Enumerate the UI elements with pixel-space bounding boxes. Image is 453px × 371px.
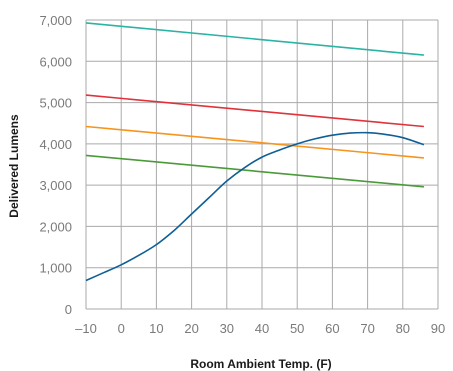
x-tick-label: 90 bbox=[431, 321, 445, 336]
x-tick-label: 80 bbox=[396, 321, 410, 336]
series-line-3 bbox=[85, 125, 424, 159]
x-axis-title: Room Ambient Temp. (F) bbox=[190, 357, 331, 371]
series-layer bbox=[85, 22, 425, 282]
x-tick-label: 30 bbox=[220, 321, 234, 336]
y-tick-label: 7,000 bbox=[39, 13, 72, 28]
x-tick-label: 10 bbox=[149, 321, 163, 336]
series-line-5 bbox=[85, 131, 425, 282]
y-axis-title: Delivered Lumens bbox=[7, 114, 21, 218]
x-tick-label: 60 bbox=[325, 321, 339, 336]
x-tick-label: –10 bbox=[75, 321, 97, 336]
y-axis-ticks: 0 1,000 2,000 3,000 4,000 5,000 6,000 7,000 bbox=[39, 13, 72, 317]
y-tick-label: 6,000 bbox=[39, 54, 72, 69]
y-tick-label: 0 bbox=[65, 302, 72, 317]
x-tick-label: 50 bbox=[290, 321, 304, 336]
series-line-2 bbox=[85, 94, 424, 128]
y-tick-label: 1,000 bbox=[39, 261, 72, 276]
y-tick-label: 5,000 bbox=[39, 96, 72, 111]
x-tick-label: 20 bbox=[184, 321, 198, 336]
y-tick-label: 4,000 bbox=[39, 137, 72, 152]
y-tick-label: 2,000 bbox=[39, 219, 72, 234]
y-tick-label: 3,000 bbox=[39, 178, 72, 193]
series-line-1 bbox=[85, 22, 424, 56]
x-tick-label: 70 bbox=[360, 321, 374, 336]
grid bbox=[85, 19, 439, 310]
x-tick-label: 0 bbox=[118, 321, 125, 336]
series-line-4 bbox=[85, 154, 424, 188]
x-axis-ticks: –10 0 10 20 30 40 50 60 70 80 90 bbox=[75, 321, 445, 336]
x-tick-label: 40 bbox=[255, 321, 269, 336]
